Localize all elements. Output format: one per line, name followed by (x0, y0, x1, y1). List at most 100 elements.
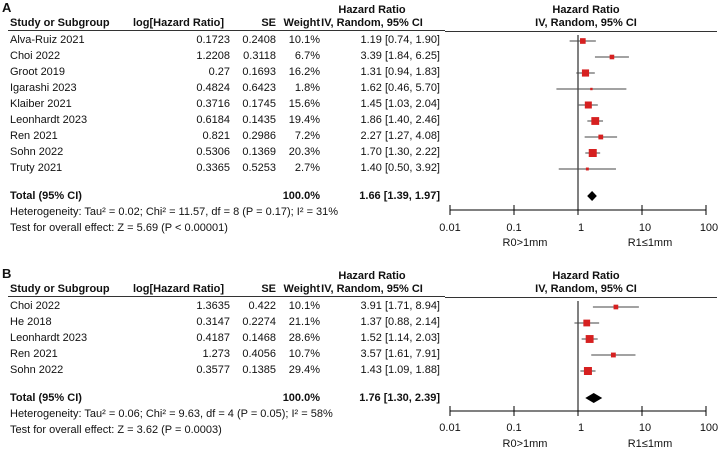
favours-right-label: R1≤1mm (627, 237, 673, 249)
study-name: Alva-Ruiz 2021 (10, 34, 85, 46)
weight-value: 1.8% (294, 82, 320, 94)
se-value: 0.2408 (242, 34, 276, 46)
se-header: SE (261, 283, 276, 295)
hr-ci-value: 1.52 [1.14, 2.03] (360, 332, 440, 344)
tick-label: 1 (577, 222, 585, 234)
heterogeneity-text: Heterogeneity: Tau² = 0.06; Chi² = 9.63,… (10, 408, 333, 420)
hr-ci-value: 1.19 [0.74, 1.90] (360, 34, 440, 46)
loghr-value: 0.821 (202, 130, 230, 142)
total-label: Total (95% CI) (10, 392, 82, 404)
study-marker (583, 319, 591, 327)
loghr-value: 1.3635 (196, 300, 230, 312)
study-marker (598, 134, 604, 140)
hr-ci-value: 1.86 [1.40, 2.46] (360, 114, 440, 126)
study-marker (585, 335, 594, 343)
weight-value: 2.7% (294, 162, 320, 174)
study-name: Klaiber 2021 (10, 98, 72, 110)
study-marker (583, 367, 592, 375)
overall-effect-text: Test for overall effect: Z = 5.69 (P < 0… (10, 222, 228, 234)
study-name: He 2018 (10, 316, 52, 328)
se-value: 0.5253 (242, 162, 276, 174)
forest-plot-area (449, 301, 707, 416)
loghr-value: 0.27 (208, 66, 230, 78)
study-name: Choi 2022 (10, 50, 61, 62)
se-value: 0.4056 (242, 348, 276, 360)
hr-column-title: Hazard Ratio (338, 4, 406, 16)
tick-label: 10 (638, 222, 652, 234)
study-header: Study or Subgroup (10, 17, 110, 29)
hr-column-title: Hazard Ratio (338, 270, 406, 282)
se-value: 0.2986 (242, 130, 276, 142)
study-marker (581, 69, 590, 77)
total-label: Total (95% CI) (10, 190, 82, 202)
pooled-diamond (585, 393, 603, 403)
tick-label: 10 (638, 422, 652, 434)
loghr-header: log[Hazard Ratio] (133, 283, 225, 295)
loghr-header: log[Hazard Ratio] (133, 17, 225, 29)
hr-column-subtitle: IV, Random, 95% CI (321, 283, 423, 295)
loghr-value: 0.6184 (196, 114, 230, 126)
loghr-value: 0.4187 (196, 332, 230, 344)
loghr-value: 0.5306 (196, 146, 230, 158)
loghr-value: 0.1723 (196, 34, 230, 46)
study-name: Truty 2021 (10, 162, 63, 174)
hr-ci-value: 1.40 [0.50, 3.92] (360, 162, 440, 174)
hr-ci-value: 2.27 [1.27, 4.08] (360, 130, 440, 142)
study-marker (584, 101, 592, 109)
total-weight: 100.0% (282, 190, 320, 202)
loghr-value: 0.3365 (196, 162, 230, 174)
loghr-value: 0.3716 (196, 98, 230, 110)
weight-value: 10.1% (288, 34, 320, 46)
hr-ci-value: 3.39 [1.84, 6.25] (360, 50, 440, 62)
se-value: 0.1468 (242, 332, 276, 344)
forest-plot-area (449, 35, 707, 215)
weight-value: 10.1% (288, 300, 320, 312)
study-marker (591, 117, 600, 125)
hr-ci-value: 1.43 [1.09, 1.88] (360, 364, 440, 376)
study-name: Ren 2021 (10, 130, 58, 142)
study-marker (590, 87, 593, 91)
se-value: 0.1385 (242, 364, 276, 376)
hr-ci-value: 1.37 [0.88, 2.14] (360, 316, 440, 328)
tick-label: 100 (699, 222, 719, 234)
tick-label: 0.1 (506, 422, 522, 434)
header-rule-plot (445, 297, 717, 298)
weight-value: 16.2% (288, 66, 320, 78)
favours-right-label: R1≤1mm (627, 438, 673, 450)
weight-header: Weight (283, 283, 320, 295)
hr-ci-value: 1.70 [1.30, 2.22] (360, 146, 440, 158)
se-value: 0.2274 (242, 316, 276, 328)
panel-label: B (2, 266, 12, 281)
favours-left-label: R0>1mm (502, 438, 548, 450)
forest-plot-a: A Hazard Ratio Hazard Ratio Study or Sub… (0, 0, 720, 249)
total-hr-ci: 1.66 [1.39, 1.97] (359, 190, 440, 202)
loghr-value: 0.3577 (196, 364, 230, 376)
hr-ci-value: 1.45 [1.03, 2.04] (360, 98, 440, 110)
study-marker (585, 167, 589, 171)
study-name: Choi 2022 (10, 300, 61, 312)
study-name: Igarashi 2023 (10, 82, 77, 94)
study-name: Leonhardt 2023 (10, 114, 88, 126)
pooled-diamond (587, 191, 597, 201)
weight-value: 28.6% (288, 332, 320, 344)
heterogeneity-text: Heterogeneity: Tau² = 0.02; Chi² = 11.57… (10, 206, 339, 218)
forest-plot-b: B Hazard Ratio Hazard Ratio Study or Sub… (0, 226, 720, 453)
hr-ci-value: 3.91 [1.71, 8.94] (360, 300, 440, 312)
total-hr-ci: 1.76 [1.30, 2.39] (359, 392, 440, 404)
study-marker (609, 54, 615, 60)
hr-column-subtitle: IV, Random, 95% CI (321, 17, 423, 29)
weight-value: 20.3% (288, 146, 320, 158)
weight-header: Weight (283, 17, 320, 29)
se-value: 0.422 (248, 300, 276, 312)
weight-value: 21.1% (288, 316, 320, 328)
loghr-value: 0.4824 (196, 82, 230, 94)
study-name: Leonhardt 2023 (10, 332, 88, 344)
plot-title: Hazard Ratio (552, 270, 620, 282)
study-marker (610, 352, 616, 358)
weight-value: 19.4% (288, 114, 320, 126)
loghr-value: 1.273 (202, 348, 230, 360)
tick-label: 0.01 (439, 422, 461, 434)
study-marker (580, 38, 586, 44)
study-marker (613, 304, 619, 310)
study-header: Study or Subgroup (10, 283, 110, 295)
